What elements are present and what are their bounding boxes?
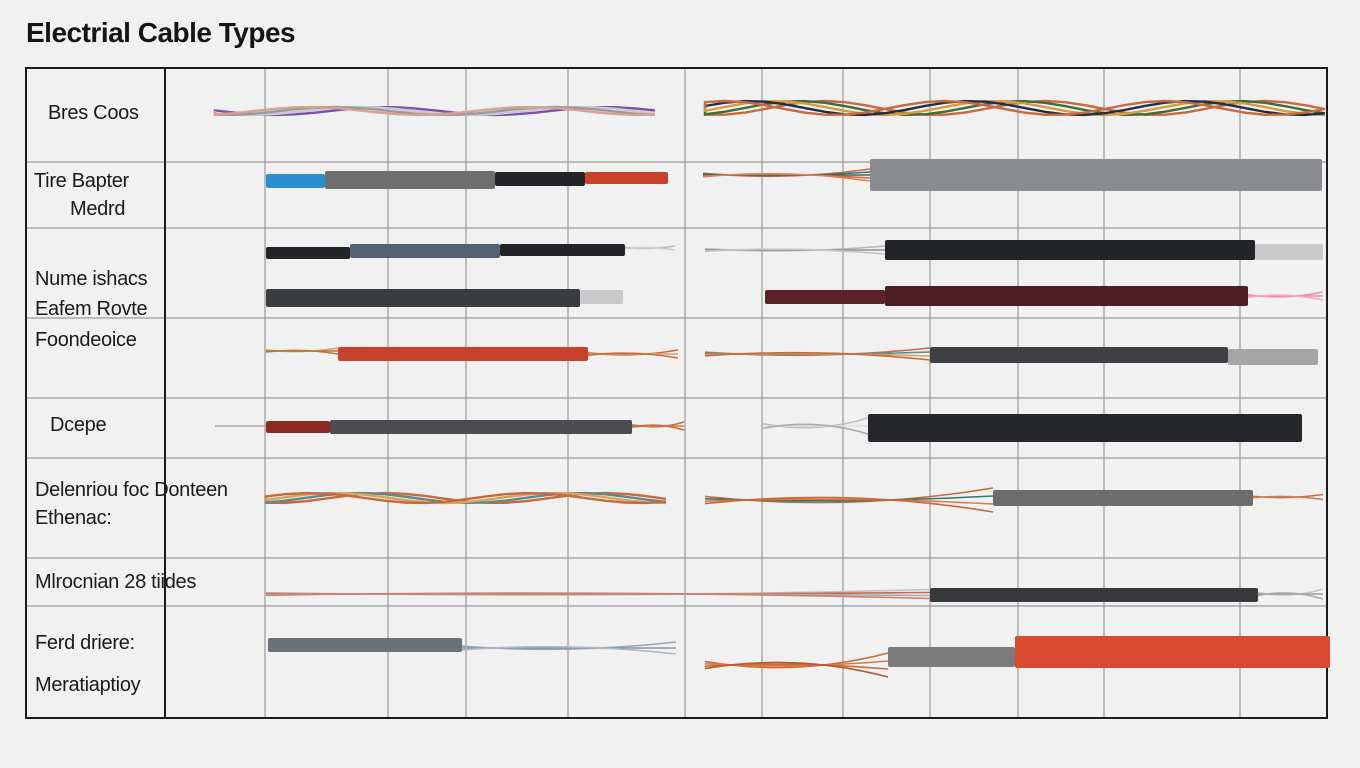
bare-wires bbox=[762, 423, 869, 435]
exposed-strands bbox=[704, 496, 994, 513]
black-cable bbox=[885, 240, 1255, 260]
multi-strand-copper-cable bbox=[703, 99, 1326, 116]
exposed-strands bbox=[704, 661, 889, 678]
silver-strands bbox=[1257, 592, 1324, 600]
page-title: Electrial Cable Types bbox=[26, 17, 296, 48]
blue-jacket bbox=[266, 174, 325, 188]
maroon-jacket bbox=[765, 290, 885, 304]
black-jacket bbox=[500, 244, 625, 256]
row-label-4: Dcepe bbox=[50, 414, 107, 436]
copper-strands bbox=[265, 349, 339, 355]
braided-grey-jacket bbox=[268, 638, 462, 652]
row-label-2a: Tire Bapter bbox=[34, 170, 129, 192]
row-label-5b: Ethenac: bbox=[35, 507, 112, 529]
row-label-5a: Delenriou foc Donteen bbox=[35, 479, 228, 501]
dark-grey-jacket bbox=[330, 420, 632, 434]
dark-cable bbox=[930, 588, 1258, 602]
exposed-strands bbox=[704, 351, 931, 361]
silver-conductor bbox=[580, 290, 623, 304]
twisted-copper-cable bbox=[264, 491, 667, 505]
exposed-strands bbox=[702, 172, 871, 182]
dark-jacket bbox=[266, 289, 580, 307]
row-label-3a: Nume ishacs bbox=[35, 268, 148, 290]
row-label-6: Mlrocnian 28 tiides bbox=[35, 571, 197, 593]
red-jacket bbox=[585, 172, 668, 184]
grey-jacket bbox=[325, 171, 495, 189]
thick-red-cable bbox=[1015, 636, 1330, 668]
black-jacket bbox=[266, 247, 350, 259]
grey-sleeve bbox=[888, 647, 1015, 667]
exposed-strands bbox=[704, 248, 886, 255]
row-label-1: Bres Coos bbox=[48, 102, 139, 124]
thin-wires bbox=[461, 645, 677, 655]
multi-strand-copper-cable bbox=[703, 99, 1326, 117]
maroon-cable bbox=[885, 286, 1248, 306]
row-label-7b: Meratiaptioy bbox=[35, 674, 141, 696]
braided-grey-cable bbox=[993, 490, 1253, 506]
grey-end bbox=[1228, 349, 1318, 365]
red-jacket bbox=[338, 347, 588, 361]
braided-shield bbox=[1255, 244, 1323, 260]
copper-strands bbox=[1252, 495, 1324, 501]
blue-grey-jacket bbox=[350, 244, 500, 258]
thick-grey-conduit bbox=[870, 159, 1322, 191]
black-jacket bbox=[495, 172, 585, 186]
thick-black-cable bbox=[868, 414, 1302, 442]
dark-grey-cable bbox=[930, 347, 1228, 363]
pink-strands bbox=[1247, 294, 1324, 301]
row-label-3b: Eafem Rovte bbox=[35, 298, 148, 320]
row-label-7a: Ferd driere: bbox=[35, 632, 135, 654]
bare-wires bbox=[624, 246, 676, 251]
copper-strands bbox=[631, 424, 685, 431]
multi-strand-copper-cable bbox=[703, 100, 1326, 117]
table-frame bbox=[25, 67, 1328, 719]
thin-wires bbox=[265, 592, 931, 600]
twisted-pair-cable bbox=[213, 105, 656, 117]
copper-strands bbox=[587, 352, 679, 359]
row-label-2b: Medrd bbox=[70, 198, 126, 220]
row-label-3c: Foondeoice bbox=[35, 329, 137, 351]
red-jacket bbox=[266, 421, 330, 433]
